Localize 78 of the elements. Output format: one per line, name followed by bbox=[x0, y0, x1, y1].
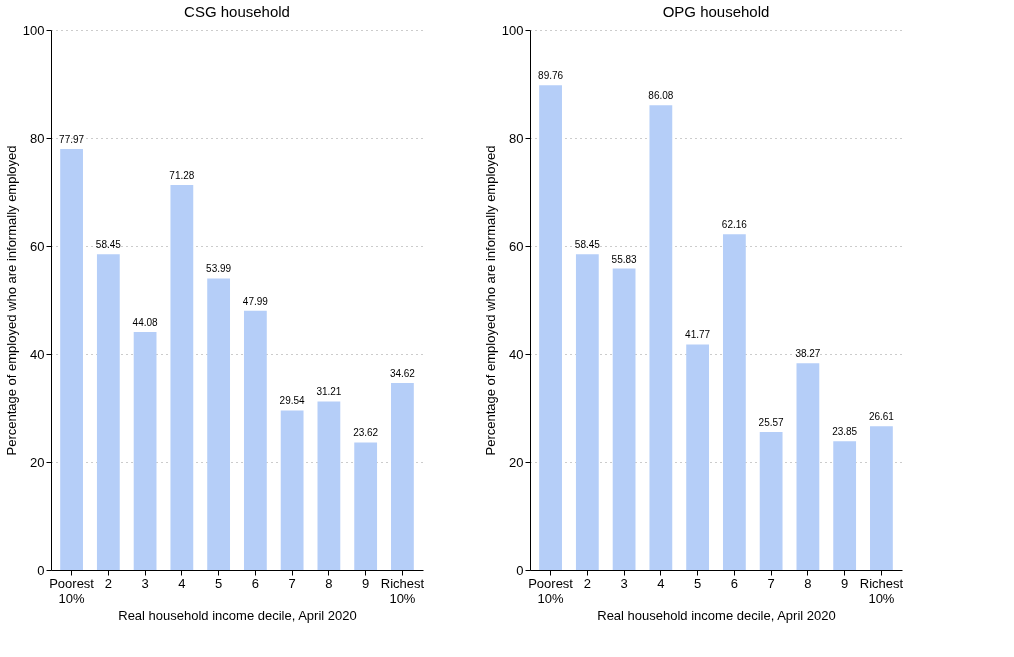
data-label: 47.99 bbox=[242, 295, 269, 307]
bar bbox=[280, 410, 304, 570]
x-tick-label: Poorest 10% bbox=[49, 575, 95, 606]
bar bbox=[354, 442, 378, 570]
x-tick-label: 4 bbox=[178, 575, 186, 591]
y-tick-label: 0 bbox=[37, 562, 45, 578]
x-tick-label: 9 bbox=[841, 575, 849, 591]
bar bbox=[539, 85, 562, 570]
chart-title: CSG household bbox=[184, 3, 290, 20]
data-label: 62.16 bbox=[721, 219, 748, 231]
data-label: 26.61 bbox=[868, 411, 895, 423]
x-tick-label: Richest 10% bbox=[380, 575, 425, 606]
data-label: 41.77 bbox=[685, 329, 711, 341]
bar bbox=[170, 185, 194, 570]
bar bbox=[317, 401, 341, 570]
x-tick-label: 3 bbox=[620, 575, 628, 591]
data-label: 55.83 bbox=[611, 253, 638, 265]
data-label: 53.99 bbox=[206, 263, 232, 275]
y-tick-label: 100 bbox=[501, 22, 524, 38]
y-axis-title: Percentage of employed who are informally employed bbox=[3, 145, 19, 456]
x-tick-label: 3 bbox=[141, 575, 149, 591]
x-tick-label: 6 bbox=[730, 575, 738, 591]
x-tick-label: 6 bbox=[251, 575, 259, 591]
y-axis-title: Percentage of employed who are informally employed bbox=[482, 145, 498, 456]
x-axis-title: Real household income decile, April 2020 bbox=[597, 607, 836, 623]
bar bbox=[722, 234, 746, 570]
chart-title: OPG household bbox=[662, 3, 770, 20]
y-tick-label: 40 bbox=[30, 346, 45, 362]
x-tick-label: 5 bbox=[694, 575, 702, 591]
data-label: 77.97 bbox=[59, 133, 85, 145]
bar bbox=[833, 441, 857, 570]
x-tick-label: 2 bbox=[104, 575, 112, 591]
data-label: 71.28 bbox=[169, 170, 195, 182]
x-tick-label: 8 bbox=[325, 575, 333, 591]
data-label: 23.85 bbox=[832, 426, 858, 438]
y-tick-label: 80 bbox=[509, 130, 524, 146]
data-label: 58.45 bbox=[574, 239, 601, 251]
y-tick-label: 60 bbox=[30, 238, 45, 254]
x-tick-label: 8 bbox=[804, 575, 812, 591]
x-tick-label: 7 bbox=[288, 575, 296, 591]
bar bbox=[60, 148, 83, 570]
data-label: 86.08 bbox=[648, 90, 674, 102]
x-axis-title: Real household income decile, April 2020 bbox=[118, 607, 357, 623]
y-tick-label: 0 bbox=[516, 562, 524, 578]
bar bbox=[686, 344, 710, 570]
bar bbox=[243, 310, 267, 570]
data-label: 25.57 bbox=[758, 416, 785, 428]
x-tick-label: 4 bbox=[657, 575, 665, 591]
y-tick-label: 100 bbox=[22, 22, 45, 38]
bar bbox=[207, 278, 231, 570]
data-label: 31.21 bbox=[316, 386, 342, 398]
bar bbox=[575, 254, 599, 570]
x-tick-label: 2 bbox=[583, 575, 591, 591]
y-tick-label: 20 bbox=[509, 454, 524, 470]
bar bbox=[759, 431, 783, 570]
x-tick-label: 5 bbox=[215, 575, 223, 591]
x-tick-label: Poorest 10% bbox=[528, 575, 574, 606]
y-tick-label: 20 bbox=[30, 454, 45, 470]
y-tick-label: 40 bbox=[509, 346, 524, 362]
bar bbox=[133, 331, 157, 570]
bar bbox=[796, 363, 820, 570]
x-tick-label: 9 bbox=[362, 575, 370, 591]
x-tick-label: 7 bbox=[767, 575, 775, 591]
data-label: 89.76 bbox=[538, 70, 564, 82]
x-tick-label: Richest 10% bbox=[859, 575, 904, 606]
bar bbox=[870, 426, 893, 570]
y-tick-label: 60 bbox=[509, 238, 524, 254]
bar bbox=[649, 105, 673, 570]
bar bbox=[391, 383, 414, 570]
y-tick-label: 80 bbox=[30, 130, 45, 146]
bar bbox=[612, 268, 636, 570]
data-label: 38.27 bbox=[795, 348, 821, 360]
data-label: 29.54 bbox=[279, 395, 306, 407]
bar bbox=[96, 254, 120, 570]
data-label: 23.62 bbox=[353, 427, 379, 439]
data-label: 58.45 bbox=[95, 239, 122, 251]
data-label: 34.62 bbox=[389, 368, 416, 380]
data-label: 44.08 bbox=[132, 316, 159, 328]
